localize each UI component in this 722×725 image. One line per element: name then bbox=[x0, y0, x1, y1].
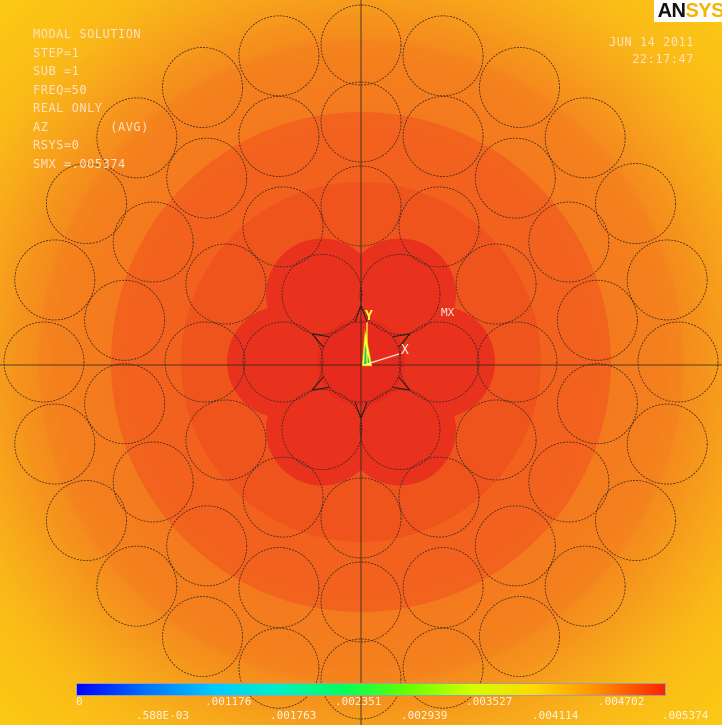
strand-outline bbox=[398, 321, 480, 403]
strand-outline bbox=[402, 15, 484, 97]
info-line-real: REAL ONLY bbox=[33, 101, 103, 115]
strand-outline bbox=[162, 596, 243, 677]
strand-outline bbox=[3, 321, 85, 403]
strand-outline bbox=[595, 163, 676, 244]
legend-top-label: 0 bbox=[76, 695, 83, 708]
strand-outline bbox=[242, 321, 324, 403]
strand-outline bbox=[185, 399, 267, 481]
info-line-step: STEP=1 bbox=[33, 45, 80, 60]
strand-outline bbox=[14, 403, 96, 485]
strand-outline bbox=[46, 163, 127, 244]
strand-outline bbox=[162, 47, 243, 128]
strand-outline bbox=[14, 239, 96, 321]
logo-main-text: AN bbox=[657, 0, 686, 22]
strand-outline bbox=[479, 47, 560, 128]
strand-outline bbox=[242, 186, 324, 268]
strand-outline bbox=[164, 321, 246, 403]
legend-top-label: .004702 bbox=[598, 695, 645, 708]
axis-x-label: X bbox=[401, 343, 409, 358]
strand-outline bbox=[112, 201, 194, 283]
strand-outline bbox=[238, 627, 320, 709]
solution-title: MODAL SOLUTION bbox=[33, 27, 142, 41]
strand-outline bbox=[166, 137, 248, 219]
strand-outline bbox=[281, 389, 363, 470]
axis-y-label: Y bbox=[365, 309, 373, 324]
strand-outline bbox=[242, 456, 324, 538]
ansys-logo: ANSYS bbox=[653, 0, 722, 22]
strand-outline bbox=[96, 97, 178, 179]
strand-outline bbox=[112, 441, 194, 523]
strand-outline bbox=[402, 547, 484, 628]
strand-outline bbox=[359, 389, 441, 470]
legend-bottom-label: .004114 bbox=[532, 709, 579, 722]
strand-outline bbox=[528, 201, 610, 283]
strand-outline bbox=[238, 96, 320, 177]
strand-outline bbox=[455, 399, 537, 481]
strand-outline bbox=[595, 480, 676, 561]
legend-bottom-label: .588E-03 bbox=[136, 709, 189, 722]
strand-outline bbox=[96, 545, 178, 627]
strand-outline bbox=[46, 480, 127, 561]
cusp-mark bbox=[392, 376, 411, 391]
strand-outline bbox=[166, 505, 248, 587]
strand-outline bbox=[238, 15, 320, 97]
strand-outline bbox=[479, 596, 560, 677]
strand-outline bbox=[626, 403, 708, 485]
strand-outline bbox=[402, 96, 484, 177]
legend-top-label: .002351 bbox=[335, 695, 382, 708]
timestamp-block: JUN 14 2011 22:17:47 bbox=[609, 34, 694, 68]
date-text: JUN 14 2011 bbox=[609, 35, 694, 49]
strand-outline bbox=[185, 243, 267, 325]
cusp-mark bbox=[392, 333, 411, 348]
legend-top-label: .001176 bbox=[205, 695, 252, 708]
legend-bottom-label: .002939 bbox=[401, 709, 448, 722]
strand-outline bbox=[637, 321, 719, 403]
cusp-mark bbox=[311, 333, 330, 348]
strand-outline bbox=[528, 441, 610, 523]
color-legend-bar bbox=[76, 683, 666, 696]
strand-outlines bbox=[3, 4, 719, 720]
triad-x-axis bbox=[366, 353, 400, 365]
strand-outline bbox=[238, 547, 320, 628]
strand-outline bbox=[402, 627, 484, 709]
time-text: 22:17:47 bbox=[632, 52, 694, 66]
info-line-az: AZ (AVG) bbox=[33, 119, 149, 134]
strand-outline bbox=[359, 254, 441, 335]
strand-outline bbox=[398, 456, 480, 538]
strand-outline bbox=[626, 239, 708, 321]
info-line-smx: SMX =.005374 bbox=[33, 156, 126, 171]
strand-outline bbox=[544, 545, 626, 627]
legend-bottom-label: .001763 bbox=[270, 709, 317, 722]
strand-outline bbox=[474, 505, 556, 587]
coordinate-triad bbox=[361, 322, 400, 367]
strand-outline bbox=[556, 363, 638, 445]
logo-accent-text: SYS bbox=[685, 0, 722, 22]
max-marker-label: MX bbox=[441, 306, 455, 319]
info-line-rsys: RSYS=0 bbox=[33, 138, 80, 152]
strand-outline bbox=[476, 321, 558, 403]
info-line-freq: FREQ=50 bbox=[33, 82, 88, 97]
strand-outline bbox=[544, 97, 626, 179]
legend-top-label: .003527 bbox=[466, 695, 513, 708]
strand-outline bbox=[84, 279, 166, 361]
solution-info-block: MODAL SOLUTION STEP=1 SUB =1 FREQ=50 REA… bbox=[33, 25, 149, 173]
strand-outline bbox=[474, 137, 556, 219]
strand-outline bbox=[84, 363, 166, 445]
legend-bottom-label: .005374 bbox=[662, 709, 709, 722]
strand-outline bbox=[455, 243, 537, 325]
strand-outline bbox=[281, 254, 363, 335]
contour-layers bbox=[39, 40, 683, 684]
strand-outline bbox=[556, 279, 638, 361]
cusp-mark bbox=[311, 376, 330, 391]
info-line-sub: SUB =1 bbox=[33, 64, 80, 78]
strand-outline bbox=[398, 186, 480, 268]
